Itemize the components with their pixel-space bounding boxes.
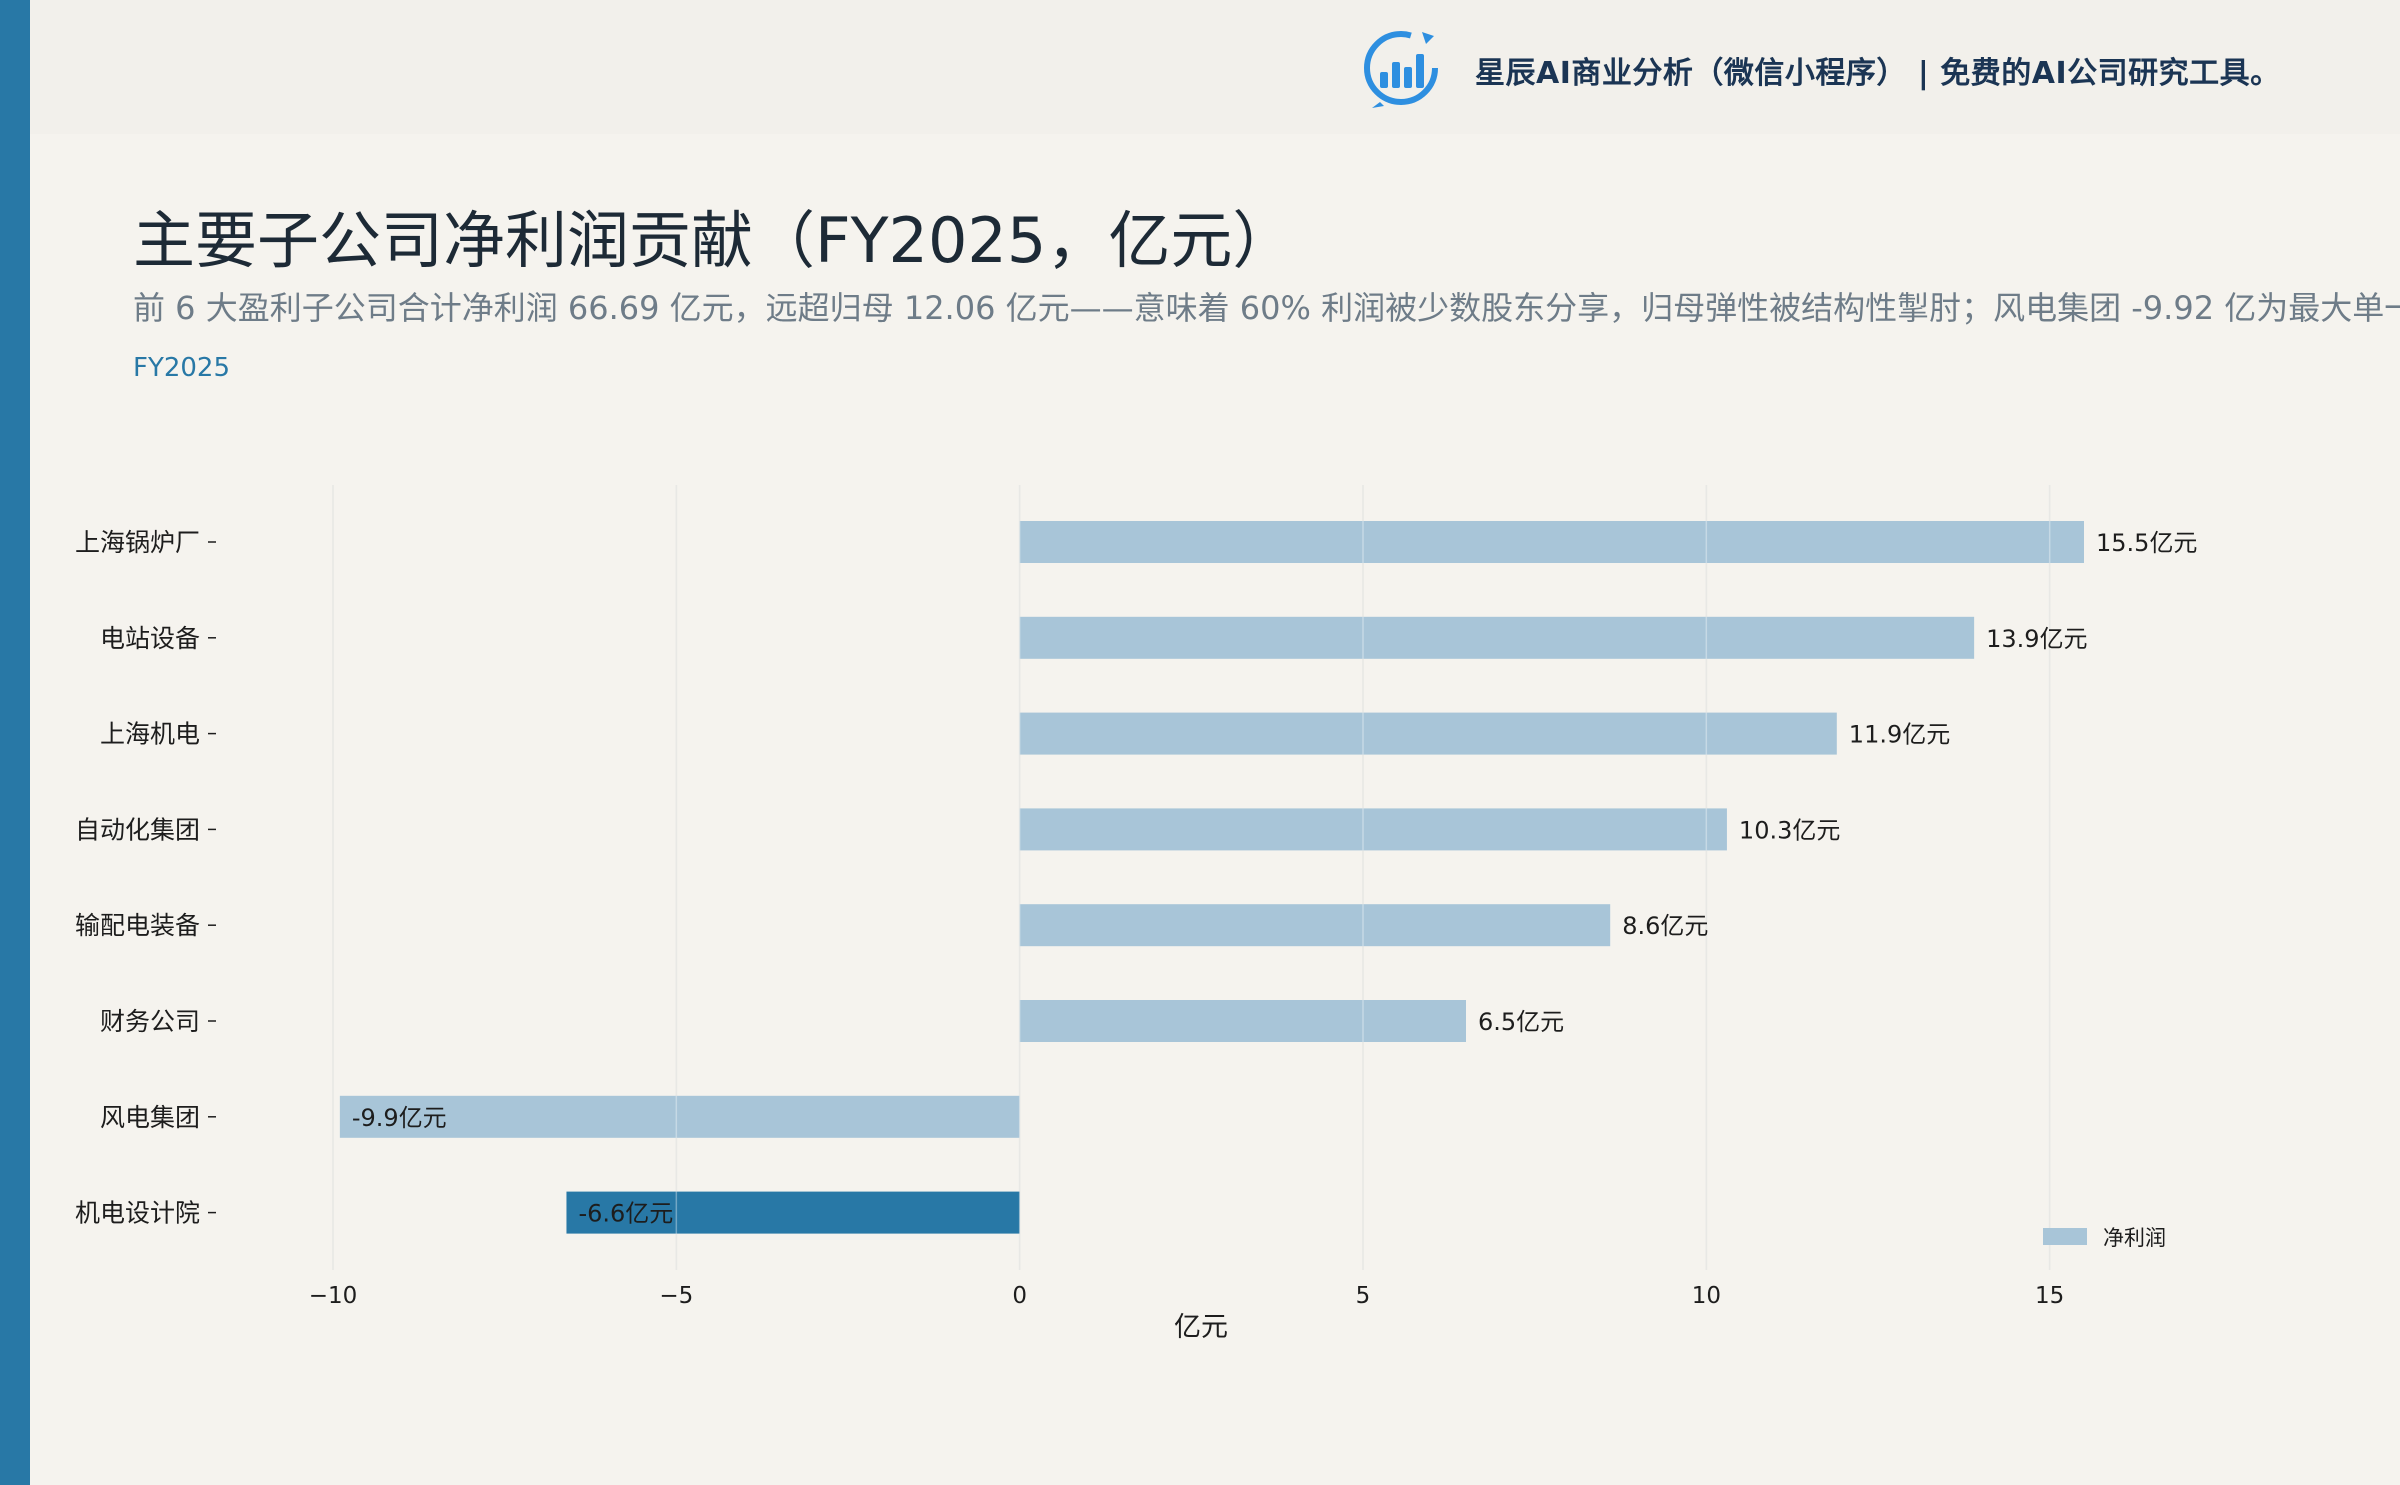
period-label: FY2025 (133, 353, 231, 383)
value-label: -6.6亿元 (578, 1200, 673, 1228)
value-label: 8.6亿元 (1622, 912, 1708, 940)
x-tick-label: 5 (1356, 1283, 1371, 1309)
x-tick-label: 10 (1692, 1283, 1721, 1309)
x-tick-label: 0 (1012, 1283, 1027, 1309)
category-label: 上海机电 (100, 720, 200, 749)
grid-layer (332, 485, 2051, 1270)
bar-1 (1019, 616, 1975, 659)
value-label: 6.5亿元 (1478, 1008, 1564, 1036)
bar-4 (1019, 904, 1611, 947)
value-label: 13.9亿元 (1986, 625, 2087, 653)
x-tick-label: −10 (309, 1283, 358, 1309)
value-label: 11.9亿元 (1849, 721, 1950, 749)
brand-header (30, 0, 2400, 134)
legend-label: 净利润 (2103, 1226, 2166, 1250)
page-subtitle: 前 6 大盈利子公司合计净利润 66.69 亿元，远超归母 12.06 亿元——… (133, 289, 2400, 327)
x-tick-label: −5 (659, 1283, 693, 1309)
bar-layer (332, 485, 2084, 1270)
legend-swatch (2043, 1228, 2087, 1245)
bar-5 (1019, 1000, 1466, 1042)
category-label: 电站设备 (100, 624, 200, 653)
bar-6 (339, 1095, 1020, 1138)
brand-logo-icon (1364, 31, 1438, 108)
category-label: 上海锅炉厂 (75, 528, 200, 557)
bar-7 (566, 1191, 1020, 1234)
value-label: 15.5亿元 (2096, 529, 2197, 557)
brand-text: 星辰AI商业分析（微信小程序） | 免费的AI公司研究工具。 (1475, 56, 2281, 91)
value-label: -9.9亿元 (352, 1104, 447, 1132)
x-axis-title: 亿元 (1174, 1312, 1228, 1343)
x-tick-label: 15 (2035, 1283, 2064, 1309)
bar-0 (1019, 521, 2084, 563)
category-label: 输配电装备 (75, 911, 200, 940)
category-label: 机电设计院 (75, 1199, 200, 1228)
category-label: 自动化集团 (75, 815, 200, 844)
page-title: 主要子公司净利润贡献（FY2025，亿元） (133, 204, 1295, 277)
value-label: 10.3亿元 (1739, 816, 1840, 844)
accent-sidebar-bar (0, 0, 30, 1485)
bar-3 (1019, 808, 1727, 851)
category-label: 风电集团 (100, 1103, 200, 1132)
category-label: 财务公司 (100, 1007, 200, 1036)
bar-2 (1019, 712, 1837, 755)
